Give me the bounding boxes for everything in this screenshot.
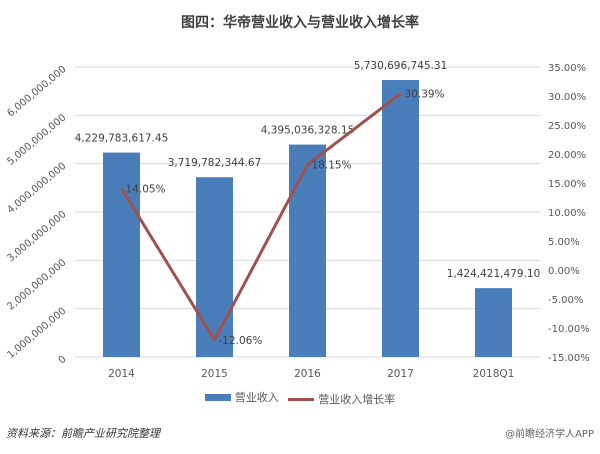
x-axis-category-label: 2015 — [201, 368, 228, 380]
growth-rate-value-label: 14.05% — [126, 184, 166, 196]
revenue-value-label: 3,719,782,344.67 — [168, 157, 262, 169]
right-axis-tick-label: 10.00% — [548, 208, 586, 219]
right-axis-tick-label: 25.00% — [548, 121, 586, 132]
revenue-bar — [475, 288, 512, 357]
legend-item-revenue: 营业收入 — [204, 389, 279, 405]
right-axis-tick-label: 30.00% — [548, 92, 586, 103]
source-note: 资料来源：前瞻产业研究院整理 — [6, 427, 160, 440]
revenue-bar — [382, 80, 419, 357]
x-axis-category-label: 2016 — [294, 368, 321, 380]
revenue-value-label: 4,229,783,617.45 — [75, 133, 169, 145]
growth-rate-labels: 14.05% -12.06% 18.15% 30.39% — [126, 89, 445, 347]
left-axis-tick-label: 0 — [57, 354, 69, 367]
growth-rate-line — [120, 92, 402, 342]
right-axis-tick-label: 20.00% — [548, 150, 586, 161]
legend-label-growth: 营业收入增长率 — [318, 393, 396, 406]
right-axis-tick-label: -5.00% — [548, 295, 583, 306]
x-axis-ticks: 2014 2015 2016 2017 2018Q1 — [108, 368, 514, 380]
left-axis-tick-label: 3,000,000,000 — [5, 209, 68, 264]
legend: 营业收入 营业收入增长率 — [0, 389, 600, 407]
growth-rate-value-label: 18.15% — [312, 160, 352, 172]
growth-rate-value-label: 30.39% — [405, 89, 445, 101]
legend-bar-swatch-icon — [204, 393, 231, 401]
watermark-text: @前瞻经济学人APP — [505, 429, 594, 440]
x-axis-category-label: 2018Q1 — [473, 368, 515, 380]
left-axis-tick-label: 5,000,000,000 — [5, 112, 68, 167]
left-axis-tick-label: 4,000,000,000 — [5, 161, 68, 216]
x-axis-category-label: 2017 — [387, 368, 414, 380]
right-axis-tick-label: 0.00% — [548, 266, 580, 277]
revenue-bar — [196, 177, 233, 357]
left-axis-tick-label: 1,000,000,000 — [5, 306, 68, 361]
right-axis-tick-label: 5.00% — [548, 237, 580, 248]
revenue-value-label: 4,395,036,328.15 — [261, 125, 355, 137]
revenue-bars — [103, 80, 512, 357]
right-axis-tick-label: -15.00% — [548, 353, 590, 364]
left-axis-tick-label: 2,000,000,000 — [5, 257, 68, 312]
revenue-value-label: 1,424,421,479.10 — [447, 268, 541, 280]
right-axis-tick-label: -10.00% — [548, 324, 590, 335]
x-axis-category-label: 2014 — [108, 368, 135, 380]
legend-line-swatch-icon — [288, 397, 315, 401]
revenue-bar — [289, 144, 326, 357]
revenue-value-label: 5,730,696,745.31 — [354, 60, 448, 72]
legend-item-growth: 营业收入增长率 — [288, 391, 395, 407]
right-axis-tick-label: 35.00% — [548, 63, 586, 74]
right-axis-tick-label: 15.00% — [548, 179, 586, 190]
left-axis-ticks: 01,000,000,0002,000,000,0003,000,000,000… — [5, 64, 68, 367]
legend-label-revenue: 营业收入 — [234, 391, 279, 404]
revenue-bar — [103, 152, 140, 357]
chart-title: 图四：华帝营业收入与营业收入增长率 — [181, 15, 419, 31]
right-axis-ticks: -15.00% -10.00% -5.00% 0.00% 5.00% 10.00% 15.0… — [548, 63, 590, 364]
revenue-bar-labels: 4,229,783,617.45 3,719,782,344.67 4,395,03… — [75, 60, 541, 280]
growth-rate-value-label: -12.06% — [219, 335, 263, 347]
left-axis-tick-label: 6,000,000,000 — [5, 64, 68, 119]
growth-rate-polyline — [120, 92, 402, 342]
